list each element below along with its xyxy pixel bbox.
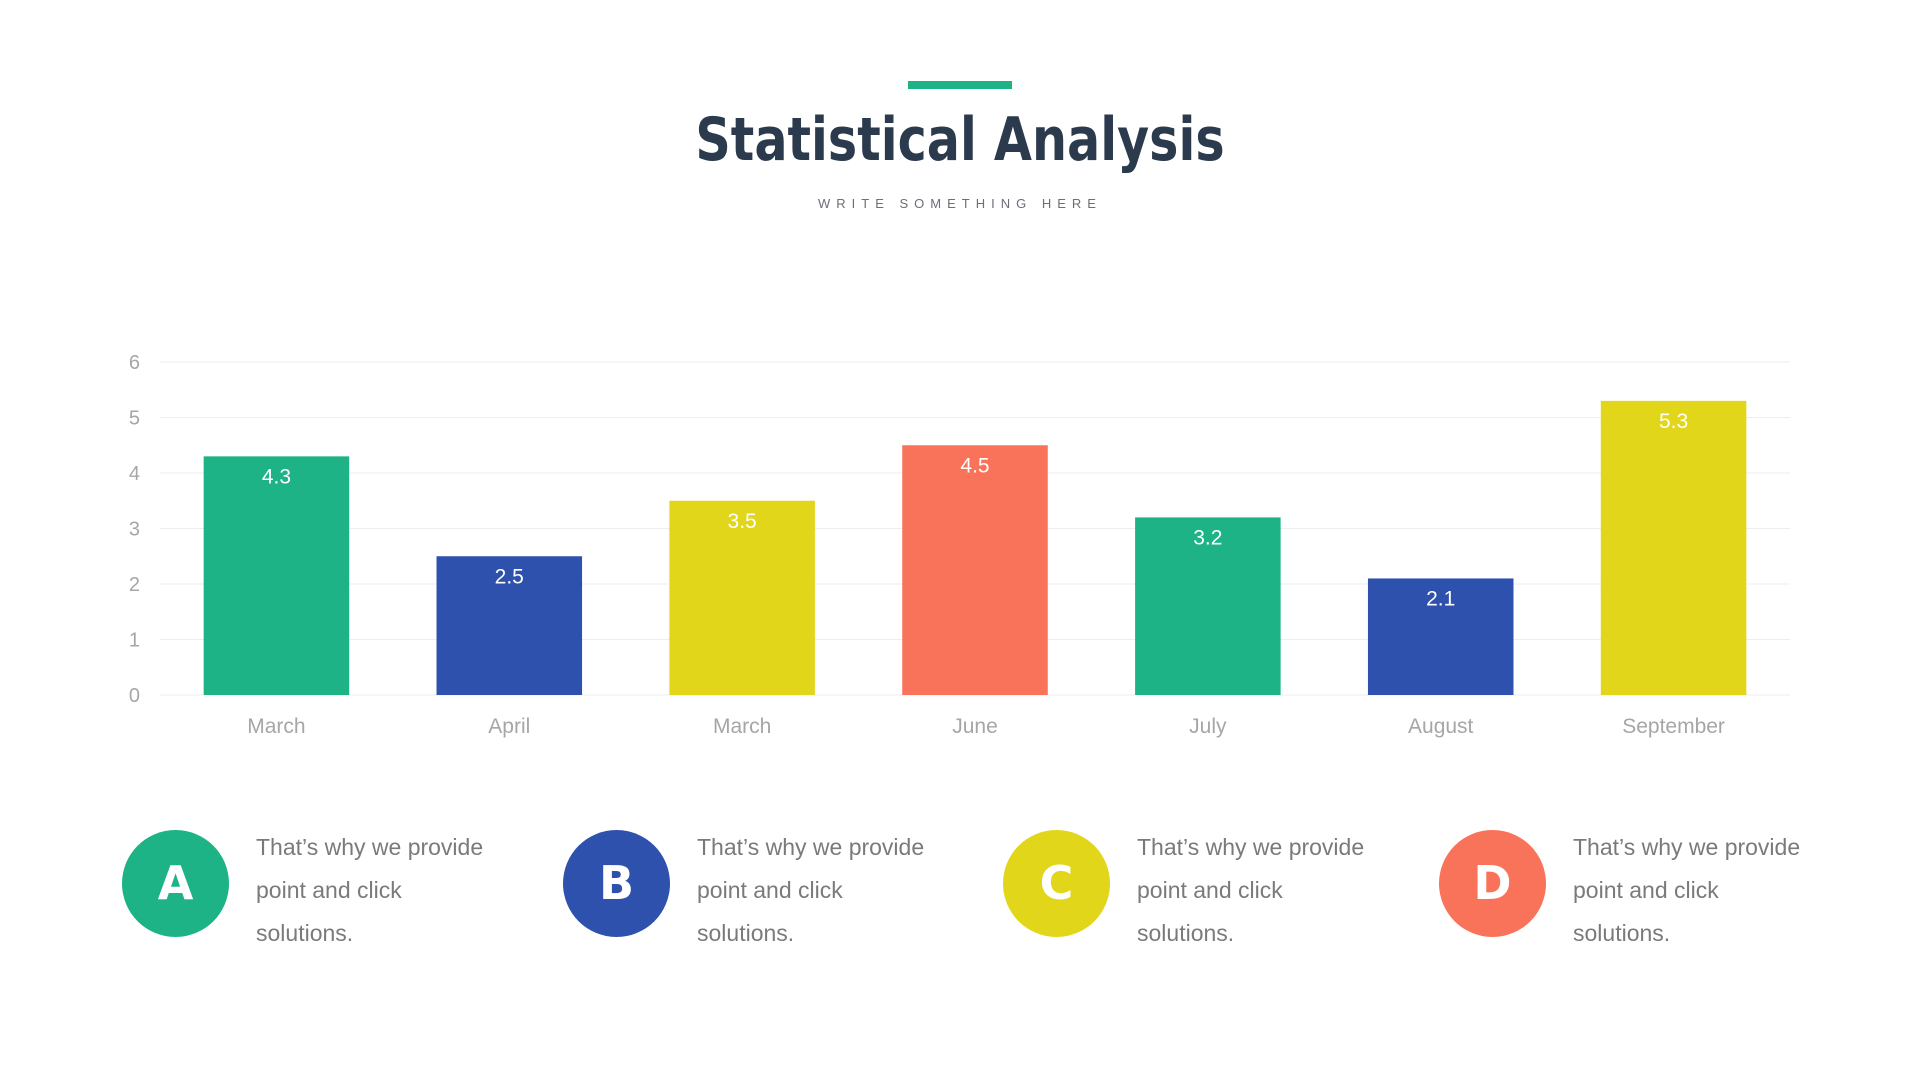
x-tick-label: July [1189, 715, 1227, 738]
bar-data-label: 2.1 [1426, 587, 1455, 610]
y-tick-label: 3 [129, 519, 140, 541]
bar [1135, 517, 1281, 695]
legend-text-d: That’s why we provide point and click so… [1573, 834, 1801, 946]
y-tick-label: 2 [129, 574, 140, 596]
x-tick-label: September [1622, 715, 1725, 738]
bar-data-label: 3.2 [1193, 526, 1222, 549]
y-tick-label: 5 [129, 408, 140, 430]
legend-text-c: That’s why we provide point and click so… [1137, 834, 1365, 946]
bar-data-label: 4.3 [262, 465, 291, 488]
x-tick-label: March [247, 715, 305, 738]
legend-text-a: That’s why we provide point and click so… [256, 834, 484, 946]
bar [669, 500, 815, 695]
slide-title: Statistical Analysis [695, 105, 1225, 175]
bar [436, 556, 583, 695]
x-tick-label: August [1408, 715, 1474, 738]
x-tick-label: June [952, 715, 998, 738]
bar [902, 445, 1048, 695]
y-tick-label: 0 [129, 685, 140, 707]
legend-text-b: That’s why we provide point and click so… [697, 834, 925, 946]
bar [1367, 578, 1514, 695]
y-tick-label: 1 [129, 630, 140, 652]
bar [203, 456, 350, 695]
bar-chart: 0 1 2 3 4 5 6 4.3 March 2.5 April 3.5 March 4.5 June 3.… [129, 352, 1790, 738]
y-tick-label: 6 [129, 352, 140, 374]
y-tick-label: 4 [129, 463, 140, 485]
x-tick-label: April [488, 715, 530, 738]
x-tick-label: March [713, 715, 771, 738]
bar-data-label: 3.5 [728, 510, 757, 533]
legend-badge-c: C [1003, 830, 1110, 937]
bar [1600, 400, 1747, 695]
bar-data-label: 2.5 [495, 565, 524, 588]
legend-badge-b: B [563, 830, 670, 937]
bar-data-label: 5.3 [1659, 410, 1688, 433]
slide-subtitle: WRITE SOMETHING HERE [818, 196, 1102, 211]
title-accent-bar [908, 81, 1012, 89]
legend-badge-d: D [1439, 830, 1546, 937]
bar-data-label: 4.5 [960, 454, 989, 477]
legend-badge-a: A [122, 830, 229, 937]
